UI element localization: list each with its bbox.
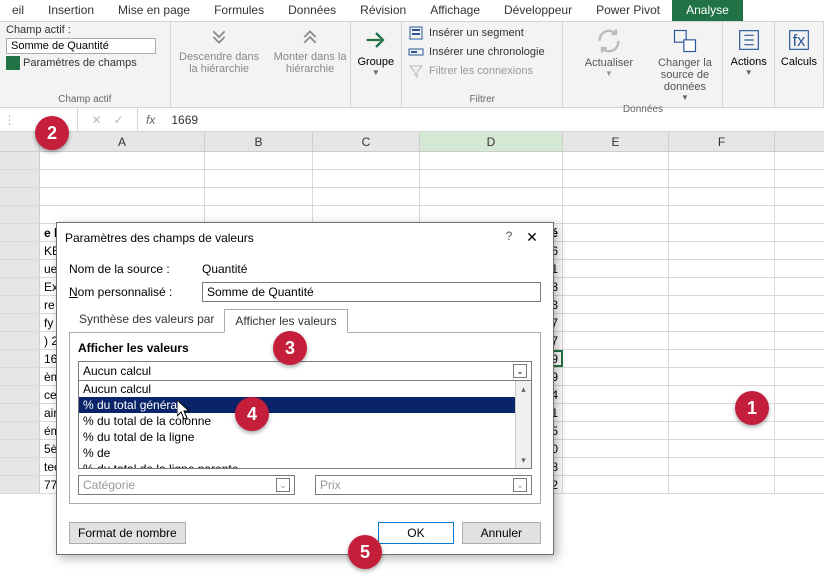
field-settings-icon [6, 56, 20, 70]
col-B[interactable]: B [205, 132, 313, 151]
dialog-close-button[interactable]: ✕ [519, 229, 545, 246]
tab-afficher-valeurs[interactable]: Afficher les valeurs [224, 309, 347, 333]
group-champ-actif: Champ actif : Paramètres de champs Champ… [0, 22, 171, 107]
base-item-combo: Prix⌄ [315, 475, 532, 495]
chevron-down-icon: ⌄ [513, 364, 527, 378]
change-source-icon [671, 27, 699, 55]
source-name-label: Nom de la source : [69, 262, 194, 276]
tab-donnees[interactable]: Données [276, 0, 348, 21]
parametres-label: Paramètres de champs [23, 57, 137, 69]
descendre-hierarchie-button[interactable]: Descendre dans la hiérarchie [177, 28, 262, 75]
drill-down-icon [210, 28, 228, 46]
changer-source-button[interactable]: Changer la source de données ▼ [649, 27, 721, 102]
col-D[interactable]: D [420, 132, 563, 151]
calculs-icon: fx [785, 26, 813, 54]
listbox-item[interactable]: % du total général [79, 397, 531, 413]
listbox-item[interactable]: % du total de la colonne [79, 413, 531, 429]
tab-developpeur[interactable]: Développeur [492, 0, 584, 21]
callout-badge-2: 2 [35, 116, 69, 150]
scroll-down-icon[interactable]: ▾ [516, 452, 531, 468]
accept-formula-icon[interactable]: ✓ [114, 113, 124, 127]
listbox-item[interactable]: % de [79, 445, 531, 461]
mouse-cursor-icon [177, 400, 193, 425]
actions-button[interactable]: Actions ▼ [729, 26, 767, 77]
formula-value[interactable]: 1669 [163, 113, 206, 127]
value-field-settings-dialog: Paramètres des champs de valeurs ? ✕ Nom… [56, 222, 554, 555]
dialog-title: Paramètres des champs de valeurs [65, 231, 254, 245]
col-C[interactable]: C [313, 132, 420, 151]
groupe-button[interactable]: Groupe ▼ [357, 26, 395, 77]
group-label-donnees: Données [569, 104, 716, 115]
callout-badge-3: 3 [273, 331, 307, 365]
group-filtrer: Insérer un segment Insérer une chronolog… [402, 22, 563, 107]
custom-name-label: Nom personnalisé : [69, 285, 194, 299]
svg-text:fx: fx [793, 32, 806, 50]
group-groupe: Groupe ▼ [351, 22, 402, 107]
ribbon-tabs: eil Insertion Mise en page Formules Donn… [0, 0, 824, 22]
group-label-filtrer: Filtrer [408, 94, 556, 105]
tab-mise-en-page[interactable]: Mise en page [106, 0, 202, 21]
custom-name-input[interactable] [202, 282, 541, 302]
tab-synthese[interactable]: Synthèse des valeurs par [69, 308, 224, 332]
listbox-scrollbar[interactable]: ▴ ▾ [515, 381, 531, 468]
column-headers: A B C D E F [0, 132, 824, 152]
group-actions: Actions ▼ [723, 22, 774, 107]
tab-formules[interactable]: Formules [202, 0, 276, 21]
formula-icons: ✕ ✓ [78, 108, 138, 131]
ribbon-body: Champ actif : Paramètres de champs Champ… [0, 22, 824, 108]
inserer-segment-button[interactable]: Insérer un segment [408, 25, 556, 41]
grip-icon: ⋮ [0, 113, 20, 127]
listbox-item[interactable]: Aucun calcul [79, 381, 531, 397]
source-name-value: Quantité [202, 262, 247, 276]
timeline-icon [408, 44, 424, 60]
callout-badge-5: 5 [348, 535, 382, 569]
number-format-button[interactable]: Format de nombre [69, 522, 186, 544]
cancel-button[interactable]: Annuler [462, 522, 541, 544]
cancel-formula-icon[interactable]: ✕ [91, 113, 101, 127]
actions-icon [735, 26, 763, 54]
listbox-item[interactable]: % du total de la ligne [79, 429, 531, 445]
select-all-corner[interactable] [0, 132, 40, 151]
slicer-icon [408, 25, 424, 41]
monter-hierarchie-button[interactable]: Monter dans la hiérarchie [268, 28, 353, 75]
tab-revision[interactable]: Révision [348, 0, 418, 21]
col-E[interactable]: E [563, 132, 669, 151]
filtrer-connexions-button[interactable]: Filtrer les connexions [408, 63, 556, 79]
dialog-help-button[interactable]: ? [499, 229, 519, 246]
callout-badge-4: 4 [235, 397, 269, 431]
tab-affichage[interactable]: Affichage [418, 0, 492, 21]
tab-insertion[interactable]: Insertion [36, 0, 106, 21]
refresh-icon [595, 27, 623, 55]
callout-badge-1: 1 [735, 391, 769, 425]
show-values-as-combo[interactable]: Aucun calcul ⌄ [78, 361, 532, 381]
actualiser-button[interactable]: Actualiser ▼ [573, 27, 645, 78]
parametres-de-champs-button[interactable]: Paramètres de champs [6, 56, 164, 70]
group-calculs: fx Calculs [775, 22, 824, 107]
tab-analyse[interactable]: Analyse [672, 0, 743, 21]
ok-button[interactable]: OK [378, 522, 453, 544]
calculs-button[interactable]: fx Calculs [781, 26, 817, 68]
champ-actif-label: Champ actif : [6, 24, 164, 36]
col-F[interactable]: F [669, 132, 775, 151]
inserer-chronologie-button[interactable]: Insérer une chronologie [408, 44, 556, 60]
listbox-item[interactable]: % du total de la ligne parente [79, 461, 531, 469]
group-donnees: Actualiser ▼ Changer la source de donnée… [563, 22, 723, 107]
base-field-combo: Catégorie⌄ [78, 475, 295, 495]
group-hierarchy: Descendre dans la hiérarchie Monter dans… [171, 22, 351, 107]
fx-label[interactable]: fx [138, 113, 163, 127]
scroll-up-icon[interactable]: ▴ [516, 381, 531, 397]
group-label-champ-actif: Champ actif [6, 94, 164, 105]
group-arrow-icon [362, 26, 390, 54]
drill-up-icon [301, 28, 319, 46]
tab-power-pivot[interactable]: Power Pivot [584, 0, 672, 21]
champ-actif-input[interactable] [6, 38, 156, 54]
combo-selected-value: Aucun calcul [83, 364, 151, 378]
show-values-listbox[interactable]: Aucun calcul% du total général% du total… [78, 381, 532, 469]
tab-accueil[interactable]: eil [0, 0, 36, 21]
filter-connections-icon [408, 63, 424, 79]
